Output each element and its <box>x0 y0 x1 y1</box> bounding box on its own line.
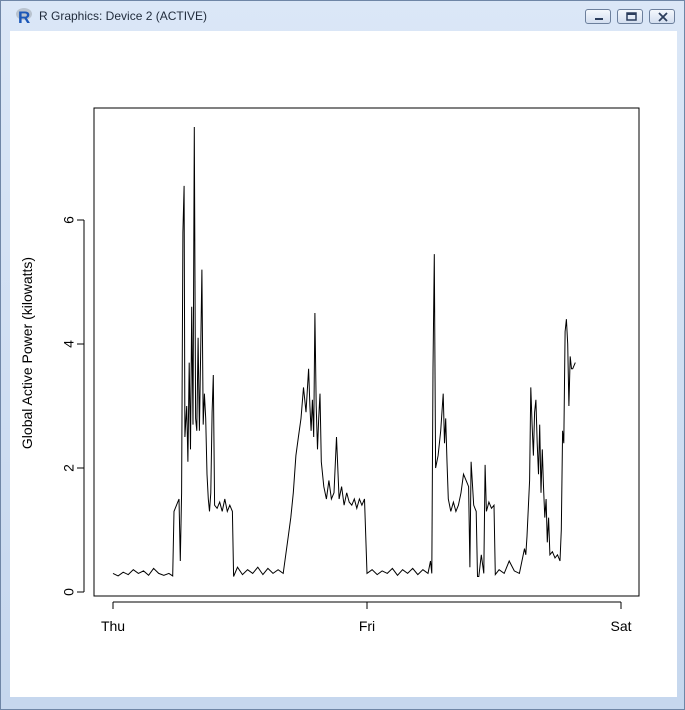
y-tick-label: 4 <box>61 340 77 348</box>
restore-button[interactable] <box>617 9 643 24</box>
plot-frame <box>93 107 640 597</box>
close-button[interactable] <box>649 9 675 24</box>
close-icon <box>658 12 668 22</box>
minimize-icon <box>595 18 603 20</box>
svg-text:R: R <box>18 8 30 26</box>
y-axis-label: Global Active Power (kilowatts) <box>19 257 35 449</box>
y-tick-label: 2 <box>61 464 77 472</box>
y-tick-label: 6 <box>61 216 77 224</box>
line-chart: Thu Fri Sat 0 2 4 6 Global Active Power (kilow… <box>19 107 640 634</box>
x-tick-label: Thu <box>101 618 125 634</box>
plot-canvas: Thu Fri Sat 0 2 4 6 Global Active Power (kilow… <box>10 31 677 697</box>
minimize-button[interactable] <box>585 9 611 24</box>
window-title: R Graphics: Device 2 (ACTIVE) <box>39 9 208 23</box>
x-tick-label: Sat <box>610 618 631 634</box>
y-tick-label: 0 <box>61 588 77 596</box>
restore-icon <box>626 12 637 21</box>
x-tick-label: Fri <box>359 618 375 634</box>
series-line <box>112 126 576 577</box>
title-bar[interactable]: R R Graphics: Device 2 (ACTIVE) <box>1 1 685 31</box>
r-logo-icon: R <box>15 6 33 27</box>
